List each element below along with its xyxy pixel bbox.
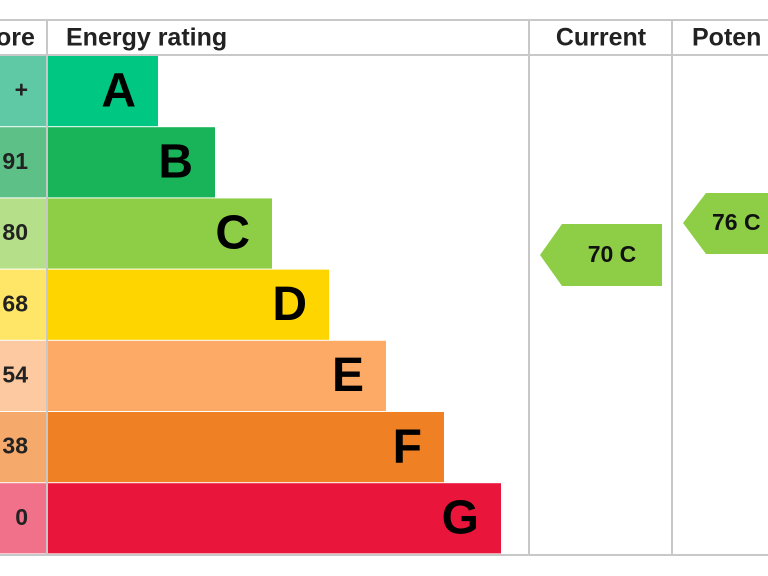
rating-bar xyxy=(48,269,329,340)
score-label: 54 xyxy=(2,361,28,387)
score-header: ore xyxy=(0,24,35,52)
rating-bar xyxy=(48,340,386,411)
score-cell xyxy=(0,198,46,269)
score-cell xyxy=(0,56,46,127)
score-label: + xyxy=(15,77,28,103)
current-rating: 70 C xyxy=(588,241,637,267)
score-label: 68 xyxy=(2,290,28,316)
band-letter: E xyxy=(332,349,364,402)
band-letter: D xyxy=(272,278,307,331)
rating-bar xyxy=(48,198,272,269)
band-letter: G xyxy=(442,491,479,544)
score-label: 0 xyxy=(15,504,28,530)
rating-bar xyxy=(48,412,444,483)
score-label: 91 xyxy=(2,148,28,174)
band-letter: B xyxy=(158,135,193,188)
potential-arrow xyxy=(683,193,768,254)
band-letter: F xyxy=(393,420,422,473)
score-label: 80 xyxy=(2,219,28,245)
potential-rating: 76 C xyxy=(712,209,761,235)
rating-bar xyxy=(48,127,215,198)
score-cell xyxy=(0,340,46,411)
potential-header: Poten xyxy=(692,24,761,52)
current-arrow xyxy=(540,224,662,286)
score-cell xyxy=(0,269,46,340)
score-cell xyxy=(0,127,46,198)
score-cell xyxy=(0,412,46,483)
current-header: Current xyxy=(556,24,647,52)
band-letter: A xyxy=(101,64,136,117)
band-letter: C xyxy=(215,207,250,260)
score-label: 38 xyxy=(2,433,28,459)
score-cell xyxy=(0,483,46,554)
rating-header: Energy rating xyxy=(66,24,227,52)
rating-bar xyxy=(48,56,158,127)
rating-bar xyxy=(48,483,501,554)
